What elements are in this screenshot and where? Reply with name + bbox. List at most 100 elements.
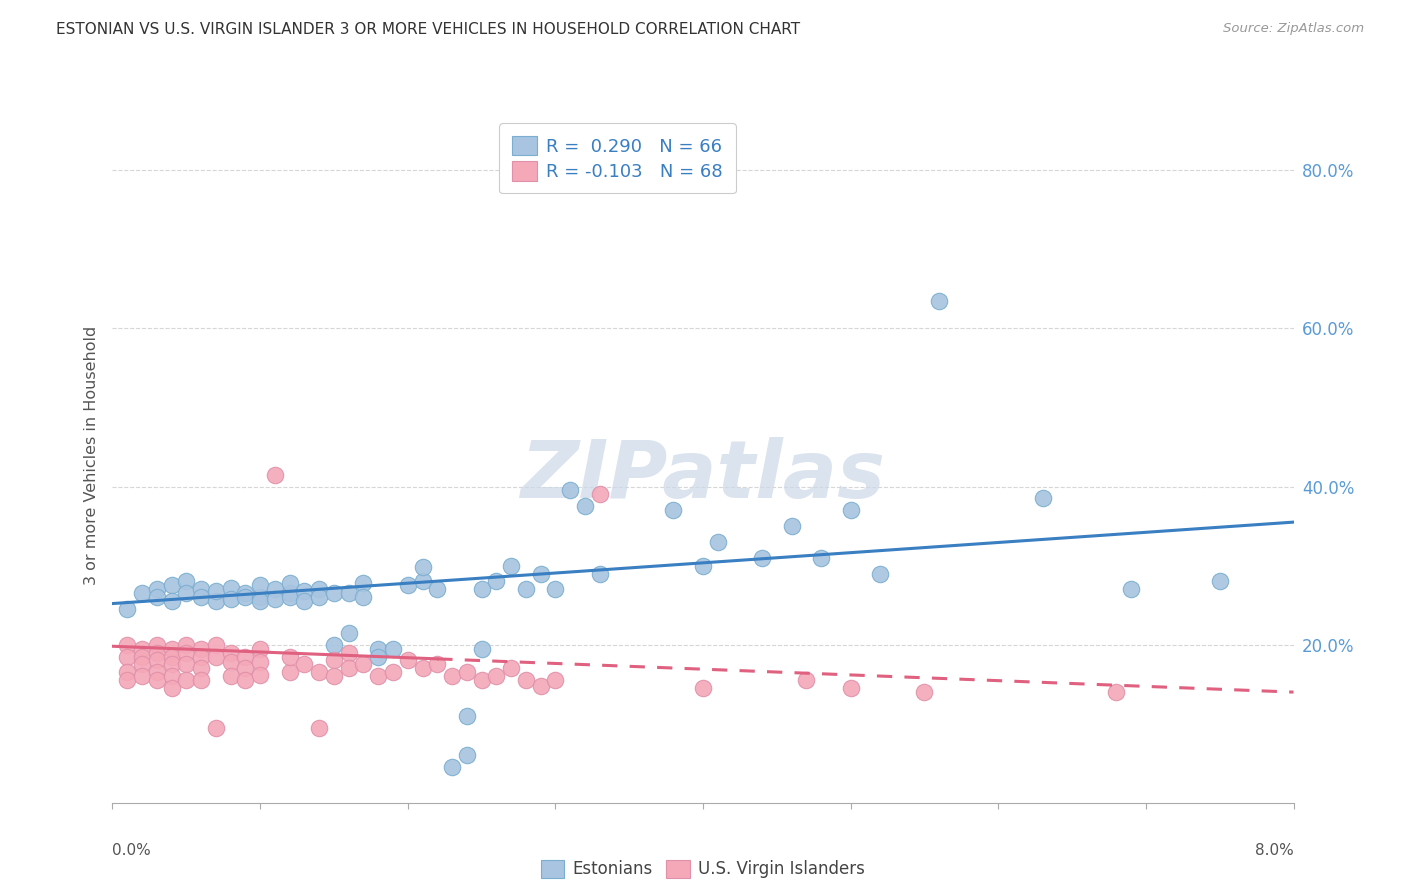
Point [278,576,301,591]
Point [928,293,950,308]
Point [308,582,330,597]
Point [146,653,169,667]
Point [117,673,138,688]
Point [456,748,478,763]
Point [367,649,389,664]
Legend: Estonians, U.S. Virgin Islanders: Estonians, U.S. Virgin Islanders [534,853,872,885]
Point [292,657,315,672]
Point [160,657,183,672]
Point [131,641,153,656]
Point [264,467,287,482]
Point [692,558,714,573]
Point [205,594,228,608]
Point [396,578,419,592]
Point [117,602,138,616]
Point [174,657,197,672]
Point [233,649,256,664]
Point [131,657,153,672]
Point [131,669,153,683]
Point [233,591,256,605]
Point [233,661,256,675]
Point [485,574,508,589]
Point [426,582,449,597]
Point [233,673,256,688]
Point [278,665,301,680]
Point [367,669,389,683]
Point [249,667,271,681]
Point [278,591,301,605]
Text: Source: ZipAtlas.com: Source: ZipAtlas.com [1223,22,1364,36]
Point [308,721,330,735]
Point [160,641,183,656]
Point [485,669,508,683]
Y-axis label: 3 or more Vehicles in Household: 3 or more Vehicles in Household [84,326,100,584]
Point [544,673,567,688]
Point [780,519,803,533]
Point [160,669,183,683]
Point [323,586,346,600]
Point [456,665,478,680]
Point [382,665,405,680]
Point [560,483,582,498]
Point [278,649,301,664]
Point [839,503,862,517]
Point [1105,685,1128,699]
Point [308,665,330,680]
Point [588,487,610,501]
Point [544,582,567,597]
Point [337,625,360,640]
Point [219,581,242,595]
Point [352,576,374,591]
Point [1119,582,1142,597]
Point [412,574,434,589]
Point [914,685,936,699]
Point [352,657,374,672]
Point [751,550,773,565]
Point [396,653,419,667]
Point [146,638,169,652]
Point [574,500,596,514]
Point [190,641,212,656]
Point [501,558,523,573]
Point [707,534,730,549]
Point [367,641,389,656]
Point [249,655,271,669]
Point [796,673,818,688]
Point [264,591,287,606]
Point [146,646,169,660]
Point [441,760,464,774]
Point [515,673,537,688]
Point [117,649,138,664]
Text: 8.0%: 8.0% [1254,843,1294,858]
Point [278,586,301,600]
Point [205,649,228,664]
Point [352,591,374,605]
Point [146,665,169,680]
Point [441,669,464,683]
Point [382,641,405,656]
Point [205,721,228,735]
Point [337,661,360,675]
Text: ZIPatlas: ZIPatlas [520,437,886,515]
Point [529,566,551,581]
Point [264,582,287,597]
Point [337,586,360,600]
Point [456,708,478,723]
Text: ESTONIAN VS U.S. VIRGIN ISLANDER 3 OR MORE VEHICLES IN HOUSEHOLD CORRELATION CHA: ESTONIAN VS U.S. VIRGIN ISLANDER 3 OR MO… [56,22,800,37]
Point [515,582,537,597]
Point [190,673,212,688]
Point [146,673,169,688]
Point [249,594,271,608]
Point [501,661,523,675]
Point [117,665,138,680]
Point [1032,491,1054,506]
Point [146,591,169,605]
Point [219,646,242,660]
Point [810,550,832,565]
Point [117,638,138,652]
Text: 0.0%: 0.0% [112,843,152,858]
Point [160,681,183,695]
Point [692,681,714,695]
Point [160,594,183,608]
Point [529,679,551,693]
